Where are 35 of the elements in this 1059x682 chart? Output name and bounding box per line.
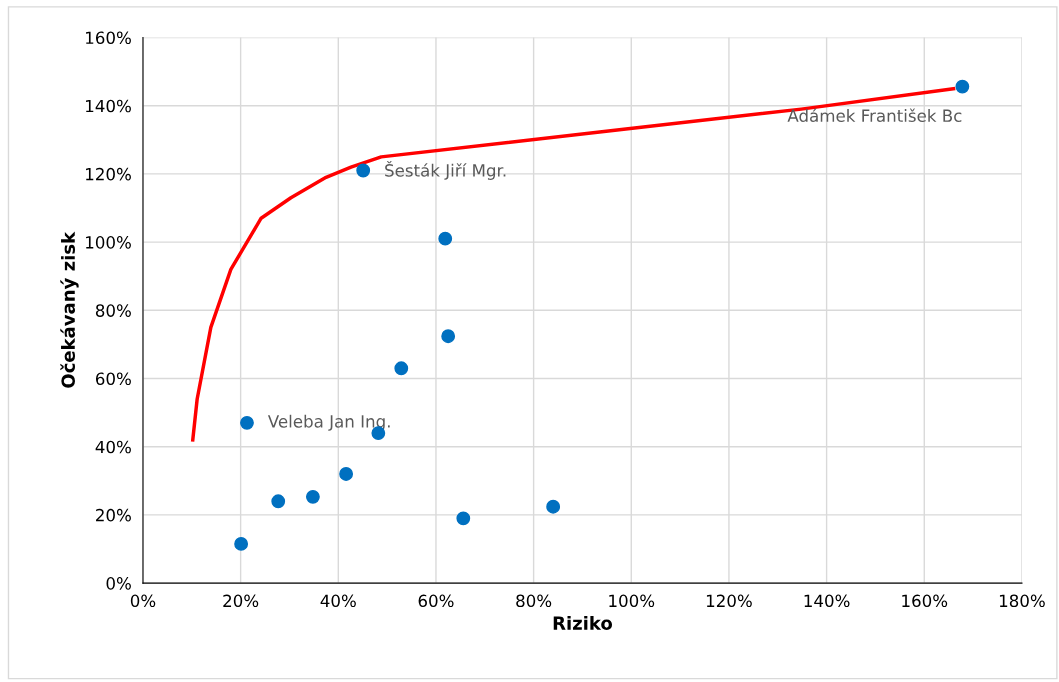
x-tick-label: 80%	[516, 594, 552, 608]
point	[394, 361, 409, 376]
x-tick-label: 160%	[902, 594, 948, 608]
point	[546, 499, 561, 514]
x-tick-label: 140%	[804, 594, 850, 608]
point	[339, 467, 354, 481]
point	[438, 231, 453, 246]
point	[240, 415, 254, 430]
y-tick-label: 60%	[95, 372, 131, 386]
annotation: Šesták Jiří Mgr.	[385, 161, 506, 180]
y-tick-label: 80%	[95, 304, 131, 317]
y-tick-label: 40%	[95, 440, 131, 454]
point	[356, 163, 371, 178]
y-tick-label: 0%	[106, 577, 131, 590]
point	[441, 329, 456, 344]
y-tick-label: 20%	[96, 508, 131, 522]
x-axis-title: Riziko	[553, 615, 613, 630]
y-tick-label: 160%	[86, 31, 131, 45]
point	[456, 511, 471, 526]
x-tick-label: 0%	[130, 594, 156, 608]
y-tick-label: 100%	[86, 236, 131, 249]
point	[955, 79, 970, 94]
annotation: Adámek František Bc	[787, 108, 962, 123]
y-tick-label: 120%	[86, 167, 131, 181]
point	[234, 536, 249, 551]
y-tick-label: 140%	[86, 99, 131, 113]
y-axis-title: Očekávaný zisk	[60, 231, 79, 388]
x-tick-label: 20%	[223, 594, 259, 608]
x-tick-label: 40%	[320, 594, 356, 608]
point	[271, 494, 286, 509]
x-tick-label: 120%	[706, 594, 752, 608]
x-tick-label: 60%	[418, 594, 454, 608]
x-tick-label: 180%	[999, 594, 1045, 608]
point	[305, 489, 320, 504]
x-tick-label: 100%	[609, 594, 655, 608]
